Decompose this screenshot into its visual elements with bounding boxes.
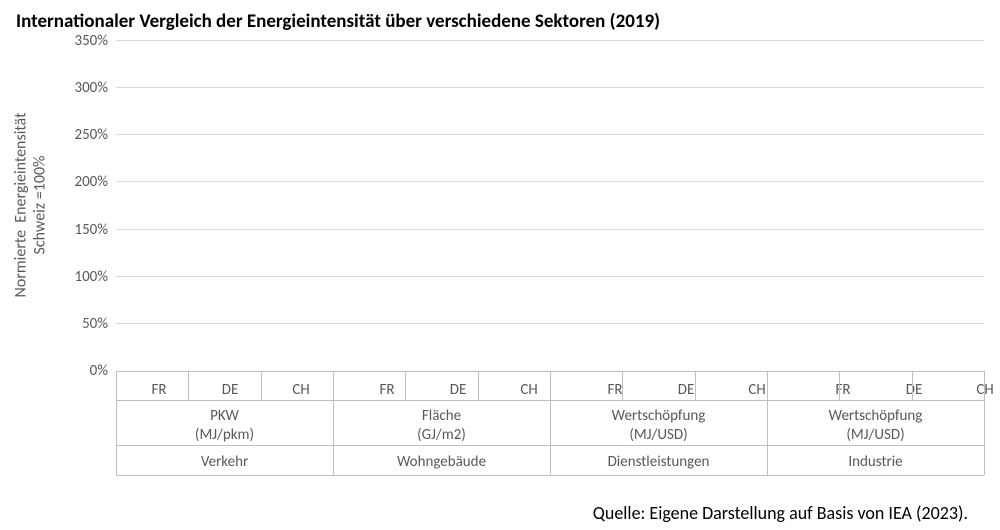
x-country-label: DE (205, 375, 255, 399)
x-country-label: CH (732, 375, 782, 399)
axis-vsep-minor (405, 371, 406, 400)
axis-vsep (333, 371, 334, 475)
y-tick: 0% (56, 362, 108, 380)
y-axis-label-wrap: Normierte Energieintensität Schweiz =100… (10, 35, 50, 375)
source-text: Quelle: Eigene Darstellung auf Basis von… (593, 502, 968, 524)
x-country-label: DE (433, 375, 483, 399)
axis-vsep (550, 371, 551, 475)
axis-vsep-minor (839, 371, 840, 400)
x-country-group: FR DE CH (116, 375, 344, 399)
x-country-label: FR (134, 375, 184, 399)
axis-vsep (116, 371, 117, 475)
axis-hsep (116, 445, 984, 446)
axis-hsep (116, 475, 984, 476)
y-tick: 350% (56, 32, 108, 50)
y-tick: 300% (56, 79, 108, 97)
x-country-group: FR DE CH (800, 375, 1000, 399)
x-country-label: CH (960, 375, 1000, 399)
axis-vsep-minor (695, 371, 696, 400)
y-tick: 100% (56, 268, 108, 286)
x-sector-label: Dienstleistungen (550, 447, 767, 471)
x-metric-label: Wertschöpfung (MJ/USD) (767, 403, 984, 445)
axis-vsep-minor (912, 371, 913, 400)
x-country-label: CH (504, 375, 554, 399)
x-metric-label: Fläche (GJ/m2) (333, 403, 550, 445)
x-country-group: FR DE CH (572, 375, 800, 399)
x-metric-label: PKW (MJ/pkm) (116, 403, 333, 445)
bars-container (116, 41, 984, 371)
axis-vsep (767, 371, 768, 475)
plot-area: 0%50%100%150%200%250%300%350% (116, 41, 984, 372)
x-country-label: FR (818, 375, 868, 399)
chart-container: Normierte Energieintensität Schweiz =100… (6, 35, 994, 483)
axis-vsep-minor (622, 371, 623, 400)
x-country-label: CH (276, 375, 326, 399)
x-country-label: DE (889, 375, 939, 399)
axis-vsep (984, 371, 985, 475)
x-country-label: FR (590, 375, 640, 399)
axis-vsep-minor (478, 371, 479, 400)
y-tick: 50% (56, 315, 108, 333)
y-tick: 200% (56, 173, 108, 191)
axis-vsep-minor (188, 371, 189, 400)
x-sector-label: Verkehr (116, 447, 333, 471)
x-metric-label: Wertschöpfung (MJ/USD) (550, 403, 767, 445)
x-sector-label: Wohngebäude (333, 447, 550, 471)
y-tick: 250% (56, 126, 108, 144)
x-sector-label: Industrie (767, 447, 984, 471)
y-axis-label: Normierte Energieintensität Schweiz =100… (11, 113, 49, 298)
axis-vsep-minor (261, 371, 262, 400)
chart-title: Internationaler Vergleich der Energieint… (0, 0, 1000, 35)
axis-hsep (116, 400, 984, 401)
x-country-group: FRDECH (344, 375, 572, 399)
x-country-label: DE (661, 375, 711, 399)
y-tick: 150% (56, 221, 108, 239)
